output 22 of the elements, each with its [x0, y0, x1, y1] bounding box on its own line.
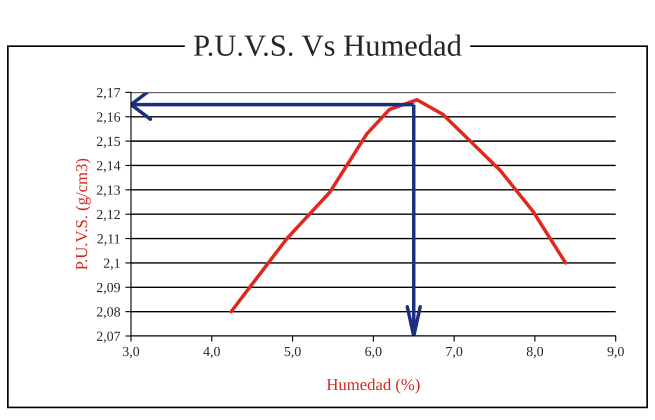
x-tick-label: 8,0: [526, 346, 544, 358]
y-tick-label: 2,09: [96, 282, 120, 294]
y-tick-label: 2,08: [96, 307, 120, 319]
chart-title: P.U.V.S. Vs Humedad: [194, 34, 462, 56]
x-axis-title: Humedad (%): [326, 378, 420, 394]
x-tick-label: 6,0: [365, 346, 382, 358]
y-tick-label: 2,14: [96, 161, 120, 172]
y-tick-label: 2,13: [96, 185, 120, 197]
y-tick-label: 2,11: [97, 234, 120, 246]
y-tick-label: 2,17: [96, 88, 120, 100]
y-tick-label: 2,1: [104, 258, 120, 270]
y-tick-label: 2,15: [96, 136, 120, 148]
y-axis-title: P.U.V.S. (g/cm3): [76, 158, 91, 270]
y-tick-label: 2,16: [96, 112, 120, 124]
line-series: [229, 98, 568, 314]
x-tick-label: 3,0: [122, 346, 140, 358]
x-tick-label: 9,0: [607, 346, 624, 358]
y-tick-label: 2,07: [96, 332, 120, 343]
y-tick-label: 2,12: [96, 210, 120, 222]
x-tick-label: 7,0: [446, 346, 462, 358]
x-tick-label: 4,0: [203, 346, 220, 358]
x-tick-label: 5,0: [284, 346, 301, 358]
